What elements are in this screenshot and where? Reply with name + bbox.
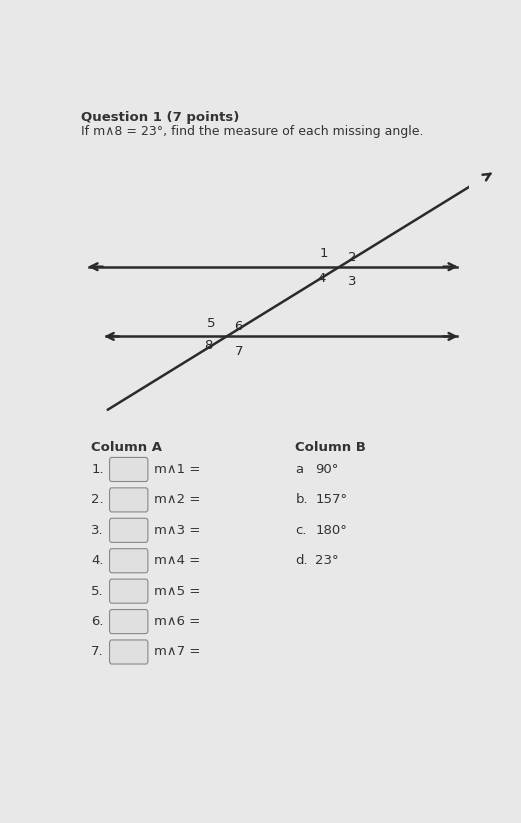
Text: 2: 2 <box>348 251 356 263</box>
Text: m∧4 =: m∧4 = <box>154 554 200 567</box>
Text: 5: 5 <box>207 317 215 329</box>
Text: m∧5 =: m∧5 = <box>154 584 201 597</box>
Text: 157°: 157° <box>316 494 348 506</box>
Text: m∧1 =: m∧1 = <box>154 463 201 476</box>
Text: m∧3 =: m∧3 = <box>154 523 201 537</box>
Text: If m∧8 = 23°, find the measure of each missing angle.: If m∧8 = 23°, find the measure of each m… <box>81 125 424 138</box>
Text: Column A: Column A <box>91 441 163 454</box>
Text: 6: 6 <box>234 320 243 333</box>
FancyBboxPatch shape <box>109 518 148 542</box>
Text: 3.: 3. <box>91 523 104 537</box>
Text: 4.: 4. <box>91 554 104 567</box>
Text: b.: b. <box>295 494 308 506</box>
Text: d.: d. <box>295 554 308 567</box>
FancyBboxPatch shape <box>109 488 148 512</box>
Text: 7: 7 <box>234 345 243 358</box>
Text: 2.: 2. <box>91 494 104 506</box>
Text: m∧7 =: m∧7 = <box>154 645 201 658</box>
Text: 23°: 23° <box>316 554 339 567</box>
Text: c.: c. <box>295 523 307 537</box>
Text: 4: 4 <box>317 272 326 285</box>
Text: 1: 1 <box>320 247 328 260</box>
Text: 180°: 180° <box>316 523 348 537</box>
FancyBboxPatch shape <box>109 458 148 481</box>
Text: 6.: 6. <box>91 615 104 628</box>
FancyBboxPatch shape <box>109 610 148 634</box>
Text: 3: 3 <box>348 276 356 288</box>
Text: 5.: 5. <box>91 584 104 597</box>
Text: a: a <box>295 463 303 476</box>
Text: m∧6 =: m∧6 = <box>154 615 200 628</box>
Text: Question 1 (7 points): Question 1 (7 points) <box>81 111 240 124</box>
FancyBboxPatch shape <box>109 579 148 603</box>
FancyBboxPatch shape <box>109 640 148 664</box>
FancyBboxPatch shape <box>109 549 148 573</box>
Text: 1.: 1. <box>91 463 104 476</box>
Text: 8: 8 <box>204 339 213 352</box>
Text: 90°: 90° <box>316 463 339 476</box>
Text: Column B: Column B <box>295 441 366 454</box>
Text: m∧2 =: m∧2 = <box>154 494 201 506</box>
Text: 7.: 7. <box>91 645 104 658</box>
